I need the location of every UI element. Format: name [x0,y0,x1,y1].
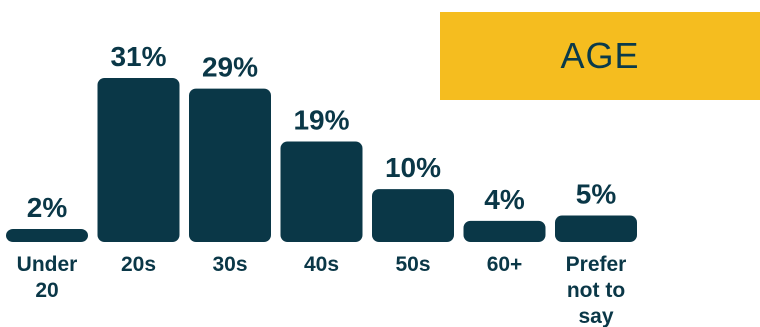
value-label-4: 10% [385,152,441,183]
chart-title-box: AGE [440,12,760,100]
bar-4 [372,189,454,242]
value-label-5: 4% [484,184,525,215]
category-label-5: 60+ [487,253,523,276]
bar-5 [463,220,546,242]
value-label-6: 5% [576,179,617,210]
category-label-6-line-2: say [578,305,613,327]
bar-1 [97,78,180,242]
category-label-4: 50s [395,253,430,276]
category-label-0-line-0: Under [17,253,78,276]
category-label-6-line-0: Prefer [566,253,627,276]
bar-3 [280,141,363,242]
chart-title: AGE [560,35,640,76]
value-label-0: 2% [27,192,68,223]
category-label-1: 20s [121,253,156,276]
category-label-0-line-1: 20 [35,279,58,302]
value-label-2: 29% [202,52,258,83]
bar-0 [6,229,88,242]
category-label-2: 30s [212,253,247,276]
value-label-1: 31% [110,41,166,72]
bar-6 [555,215,637,242]
category-label-3: 40s [304,253,339,276]
value-label-3: 19% [293,104,349,135]
bar-2 [189,88,271,242]
category-label-6-line-1: not to [567,279,625,302]
